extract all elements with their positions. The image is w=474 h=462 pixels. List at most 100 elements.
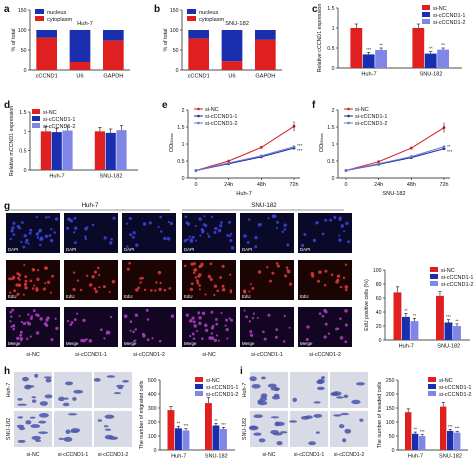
legend-swatch [195, 377, 203, 382]
nucleus-dot [202, 230, 205, 233]
series-line-si-cccnd1-2 [195, 146, 295, 172]
nucleus-dot [66, 320, 70, 323]
nucleus-dot [155, 281, 158, 284]
nucleus-dot [35, 216, 38, 219]
nucleus-dot [51, 274, 54, 278]
nucleus-dot [229, 232, 233, 236]
nucleus-dot [190, 262, 194, 266]
significance-mark: *** [447, 149, 453, 154]
series-line-si-nc [195, 125, 295, 172]
nucleus-dot [243, 234, 247, 238]
nucleus-dot [262, 330, 265, 334]
nucleus-dot [197, 274, 201, 278]
y-tick-label: 1 [332, 142, 335, 148]
nucleus-dot [11, 277, 14, 281]
stained-cell [106, 375, 115, 378]
stained-cell [279, 431, 288, 434]
significance-mark: ** [447, 144, 451, 149]
nucleus-dot [158, 339, 162, 343]
nucleus-dot [26, 337, 29, 341]
nucleus-dot [198, 217, 202, 221]
nucleus-dot [344, 340, 348, 344]
nucleus-dot [185, 221, 189, 225]
x-tick-label: U6 [76, 74, 83, 80]
nucleus-dot [339, 285, 343, 289]
stained-cell [359, 418, 364, 422]
nucleus-dot [249, 330, 253, 334]
bar-si-cccnd1-2 [453, 326, 461, 340]
chart-title: SNU-182 [225, 21, 249, 27]
nucleus-dot [32, 309, 36, 313]
nucleus-dot [202, 223, 206, 226]
nucleus-dot [16, 272, 20, 275]
legend-label: si-cCCND1-2 [206, 392, 238, 398]
nucleus-dot [230, 246, 235, 250]
channel-label: EdU [300, 294, 309, 299]
nucleus-dot [329, 218, 333, 222]
nucleus-dot [275, 262, 279, 265]
significance-mark: ** [414, 427, 418, 432]
nucleus-dot [194, 276, 198, 279]
legend-swatch [422, 19, 430, 24]
nucleus-dot [13, 289, 17, 293]
nucleus-dot [284, 274, 288, 278]
x-tick-label: 0 [345, 182, 348, 188]
stained-cell [16, 424, 25, 428]
nucleus-dot [85, 274, 89, 278]
significance-mark: ** [413, 313, 417, 318]
nucleus-dot [247, 218, 251, 221]
nucleus-dot [36, 236, 40, 239]
nucleus-dot [73, 216, 77, 220]
y-tick-label: 1 [182, 142, 185, 148]
nucleus-dot [243, 309, 246, 312]
nucleus-dot [151, 337, 154, 340]
nucleus-dot [336, 274, 341, 278]
microscopy-grid-h: Huh-7 SNU-182 si-NC si-cCCND1-1 si-cCCND1-2 [6, 372, 132, 458]
nucleus-dot [31, 287, 35, 290]
nucleus-dot [225, 318, 229, 322]
nucleus-dot [76, 279, 80, 282]
nucleus-dot [195, 330, 199, 333]
legend-swatch [187, 16, 196, 21]
nucleus-dot [29, 279, 33, 283]
significance-mark: ** [455, 318, 459, 323]
y-tick-label: 0 [379, 338, 382, 344]
nucleus-dot [69, 219, 74, 223]
nucleus-dot [143, 288, 147, 291]
nucleus-dot [192, 271, 196, 275]
nucleus-dot [186, 238, 189, 241]
legend-swatch [430, 267, 438, 272]
nucleus-dot [17, 276, 20, 280]
nucleus-dot [84, 227, 88, 231]
nucleus-dot [40, 236, 43, 240]
nucleus-dot [193, 269, 196, 272]
nucleus-dot [44, 282, 47, 285]
bar-si-cccnd1-2 [220, 429, 227, 450]
nucleus-dot [35, 288, 39, 292]
nucleus-dot [209, 262, 213, 266]
nucleus-dot [53, 231, 56, 234]
bar-si-cccnd1-2 [375, 50, 387, 68]
significance-mark: ^^ [429, 46, 433, 51]
nucleus-dot [10, 325, 13, 328]
stained-cell [270, 416, 280, 419]
channel-label: EdU [124, 294, 133, 299]
nucleus-dot [42, 287, 46, 291]
nucleus-dot [50, 227, 53, 231]
y-tick-label: 2 [332, 108, 335, 114]
y-axis-label: % of total [11, 29, 17, 52]
row-label: SNU-182 [6, 418, 12, 440]
bar-si-cccnd1-1 [105, 132, 116, 170]
nucleus-dot [93, 287, 97, 291]
legend-label: nucleus [47, 10, 66, 16]
bar-si-cccnd1-2 [410, 321, 419, 340]
nucleus-dot [103, 236, 107, 240]
legend-swatch [35, 16, 44, 21]
channel-label: Merge [300, 341, 313, 346]
nucleus-dot [141, 276, 144, 280]
legend-label: nucleus [199, 10, 218, 16]
nucleus-dot [201, 337, 204, 341]
nucleus-dot [288, 326, 291, 329]
nucleus-dot [327, 332, 331, 335]
